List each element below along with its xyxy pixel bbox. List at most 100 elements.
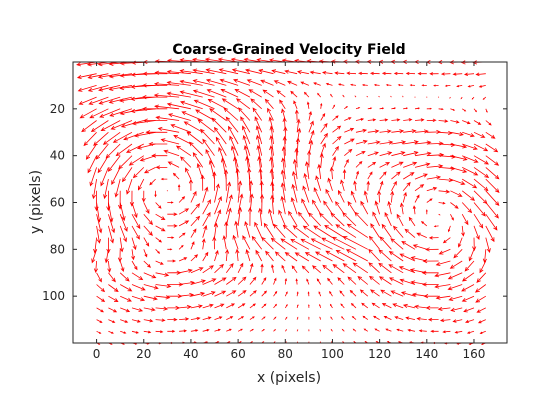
velocity-arrow: [185, 167, 192, 180]
velocity-arrow: [282, 224, 298, 238]
velocity-arrow: [167, 259, 177, 263]
velocity-arrow: [284, 291, 288, 297]
velocity-arrow: [345, 249, 368, 262]
velocity-arrow: [270, 237, 286, 250]
velocity-arrow: [202, 291, 216, 297]
velocity-arrow: [485, 178, 500, 193]
velocity-arrow: [300, 238, 321, 250]
velocity-arrow: [391, 151, 406, 157]
velocity-arrow: [226, 303, 236, 309]
velocity-arrow: [167, 161, 180, 168]
velocity-arrow: [155, 260, 164, 265]
velocity-arrow: [247, 167, 252, 191]
velocity-arrow: [207, 98, 227, 110]
velocity-arrow: [131, 120, 156, 126]
velocity-arrow: [452, 319, 463, 323]
velocity-arrow: [379, 236, 392, 250]
velocity-arrow: [368, 275, 380, 285]
velocity-arrow: [242, 125, 251, 145]
velocity-arrow: [123, 131, 144, 141]
velocity-arrow: [155, 295, 171, 300]
velocity-arrow: [416, 317, 427, 321]
velocity-arrow: [403, 140, 419, 145]
velocity-arrow: [367, 171, 373, 180]
velocity-arrow: [319, 303, 322, 309]
velocity-arrow: [449, 260, 463, 269]
x-tick-label: 120: [368, 347, 391, 361]
velocity-arrow: [183, 121, 203, 133]
velocity-arrow: [119, 214, 128, 232]
velocity-arrow: [303, 172, 310, 191]
velocity-arrow: [260, 263, 264, 273]
velocity-arrow: [108, 272, 116, 283]
velocity-arrow: [412, 244, 427, 250]
velocity-arrow: [177, 184, 181, 191]
velocity-arrow: [425, 247, 439, 252]
velocity-arrow: [261, 236, 274, 250]
velocity-arrow: [482, 96, 487, 100]
velocity-arrow: [296, 291, 299, 297]
velocity-arrow: [435, 260, 451, 266]
velocity-arrow: [450, 108, 456, 111]
velocity-arrow: [131, 260, 138, 271]
velocity-arrow: [179, 79, 203, 86]
velocity-arrow: [473, 178, 489, 192]
velocity-arrow: [242, 134, 251, 156]
velocity-arrow: [425, 305, 439, 310]
velocity-arrow: [392, 303, 404, 309]
velocity-arrow: [342, 263, 357, 274]
velocity-arrow: [170, 124, 192, 133]
velocity-arrow: [143, 118, 168, 123]
velocity-arrow: [296, 118, 301, 133]
velocity-arrow: [237, 262, 244, 273]
velocity-arrow: [280, 195, 286, 215]
velocity-arrow: [172, 172, 180, 180]
velocity-arrow: [332, 125, 342, 133]
velocity-arrow: [262, 89, 274, 98]
velocity-arrow: [91, 179, 97, 200]
velocity-arrow: [308, 316, 310, 320]
velocity-arrow: [393, 71, 404, 76]
velocity-arrow: [117, 249, 123, 263]
velocity-arrow: [396, 328, 404, 332]
velocity-arrow: [273, 290, 278, 297]
velocity-arrow: [258, 68, 274, 75]
velocity-arrow: [332, 263, 345, 274]
velocity-arrow: [100, 120, 121, 132]
velocity-arrow: [418, 329, 427, 333]
velocity-arrow: [94, 190, 99, 212]
velocity-arrow: [473, 213, 484, 229]
velocity-arrow: [163, 149, 180, 157]
velocity-arrow: [223, 169, 229, 191]
velocity-arrow: [143, 213, 153, 226]
velocity-arrow: [399, 278, 416, 285]
velocity-arrow: [154, 104, 180, 110]
velocity-arrow: [155, 115, 180, 121]
velocity-arrow: [143, 225, 153, 236]
velocity-arrow: [396, 213, 404, 227]
velocity-arrow: [105, 143, 121, 159]
velocity-arrow: [308, 212, 321, 227]
velocity-arrow: [309, 70, 321, 75]
velocity-arrow: [214, 328, 221, 332]
velocity-arrow: [438, 201, 446, 205]
velocity-arrow: [391, 171, 401, 180]
velocity-arrow: [433, 84, 439, 87]
velocity-arrow: [235, 98, 251, 110]
velocity-arrow: [374, 200, 380, 215]
velocity-arrow: [107, 155, 121, 172]
velocity-arrow: [435, 295, 451, 300]
velocity-arrow: [324, 225, 345, 238]
velocity-arrow: [143, 330, 152, 334]
velocity-arrow: [320, 122, 328, 133]
velocity-arrow: [422, 259, 439, 264]
velocity-arrow: [485, 108, 488, 113]
velocity-arrow: [96, 272, 102, 283]
velocity-arrow: [341, 328, 345, 332]
velocity-arrow: [149, 178, 156, 186]
velocity-arrow: [226, 290, 237, 297]
velocity-arrow: [378, 262, 392, 274]
velocity-arrow: [368, 262, 380, 274]
velocity-arrow: [190, 279, 206, 285]
